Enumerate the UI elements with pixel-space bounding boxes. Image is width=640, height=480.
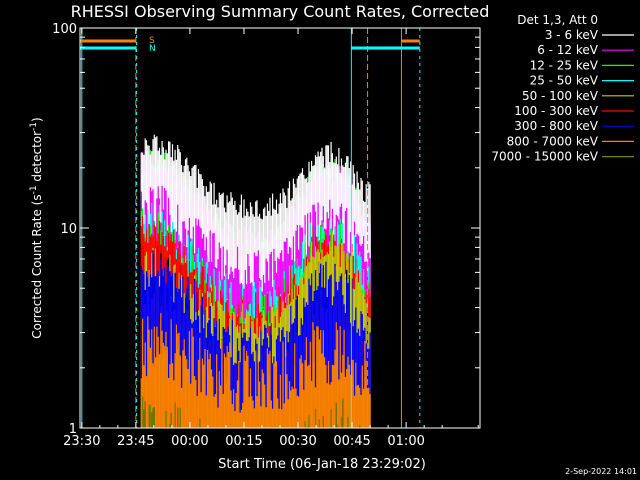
flag-label-n: N — [149, 44, 156, 54]
legend-label: 50 - 100 keV — [522, 89, 599, 103]
x-tick-label: 23:45 — [117, 434, 154, 449]
axes: 23:30 23:45 00:00 00:15 00:30 00:45 01:00 100 10… — [52, 22, 480, 449]
y-axis-label-sup2: -1 — [29, 122, 39, 131]
series-trace — [140, 134, 371, 292]
legend-label: 7000 - 15000 keV — [491, 150, 598, 164]
legend-label: 800 - 7000 keV — [507, 134, 599, 148]
x-tick-label: 00:45 — [333, 434, 370, 449]
chart-title: RHESSI Observing Summary Count Rates, Co… — [71, 2, 490, 21]
legend-label: 3 - 6 keV — [545, 28, 599, 42]
legend-label: 100 - 300 keV — [514, 104, 598, 118]
legend-label: 12 - 25 keV — [530, 58, 599, 72]
legend-header: Det 1,3, Att 0 — [517, 13, 598, 27]
x-tick-label: 00:00 — [171, 434, 208, 449]
x-tick-label: 00:30 — [279, 434, 316, 449]
y-axis-label-mid: detector — [30, 131, 44, 186]
y-axis-label-main: Corrected Count Rate (s — [30, 194, 44, 338]
y-tick-label: 100 — [52, 22, 77, 37]
y-axis-label-end: ) — [30, 117, 44, 122]
x-tick-label: 00:15 — [225, 434, 262, 449]
data-layer — [140, 134, 371, 428]
timestamp: 2-Sep-2022 14:01 — [565, 467, 637, 476]
legend-label: 25 - 50 keV — [530, 74, 599, 88]
y-tick-label: 10 — [60, 222, 77, 237]
x-axis-label: Start Time (06-Jan-18 23:29:02) — [218, 457, 426, 472]
y-tick-label: 1 — [69, 422, 77, 437]
flag-label-s: S — [149, 36, 155, 46]
y-axis-label-sup1: -1 — [29, 185, 39, 194]
x-tick-label: 23:30 — [63, 434, 100, 449]
x-tick-label: 01:00 — [387, 434, 424, 449]
legend-label: 300 - 800 keV — [514, 119, 598, 133]
y-axis-label: Corrected Count Rate (s-1 detector-1) — [29, 117, 44, 338]
legend-label: 6 - 12 keV — [537, 43, 599, 57]
